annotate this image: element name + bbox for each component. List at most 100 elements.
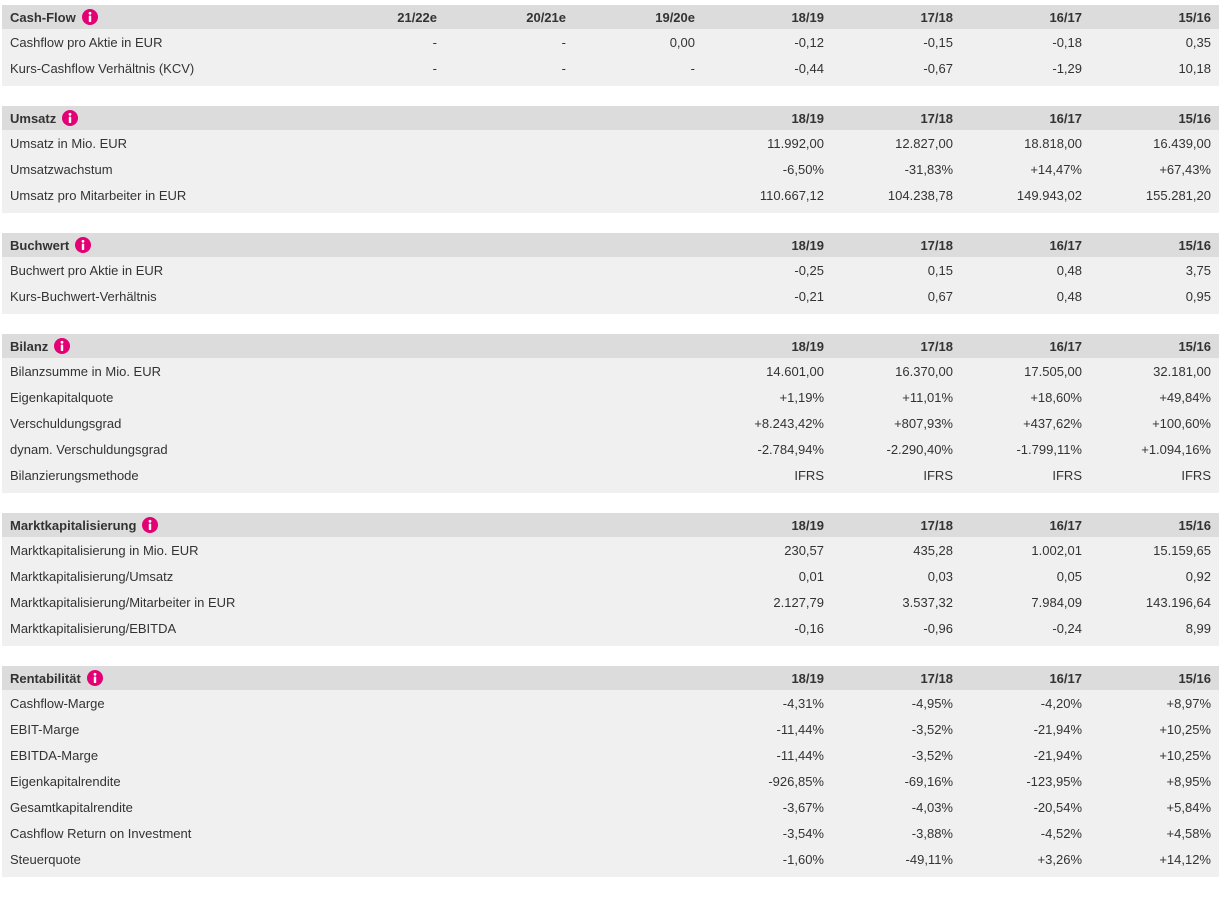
cell-value: 435,28 <box>913 542 953 558</box>
column-header: 16/17 <box>1049 517 1082 533</box>
cell-value: -123,95% <box>1026 773 1082 789</box>
section-title: Bilanz <box>10 338 49 354</box>
table-row: Eigenkapitalrendite -926,85% -69,16% -123,9… <box>2 768 1219 794</box>
cell-value: 104.238,78 <box>887 187 953 203</box>
cell-value: - <box>561 34 566 50</box>
column-header: 16/17 <box>1049 670 1082 686</box>
table-row: EBITDA-Marge -11,44% -3,52% -21,94% +10,25% <box>2 742 1219 768</box>
column-header: 18/19 <box>791 237 824 253</box>
table-row: EBIT-Marge -11,44% -3,52% -21,94% +10,25% <box>2 716 1219 742</box>
table-section: Bilanz 18/19 17/18 16/17 15/16 Bilanzsumme in… <box>2 334 1219 493</box>
column-header: 18/19 <box>791 517 824 533</box>
cell-value: +3,26% <box>1037 851 1082 867</box>
cell-value: 14.601,00 <box>766 363 824 379</box>
cell-value: 110.667,12 <box>759 187 824 203</box>
section-title: Marktkapitalisierung <box>10 517 137 533</box>
cell-value: 0,48 <box>1056 262 1082 278</box>
section-title-cell: Rentabilität <box>2 670 308 686</box>
table-row: Buchwert pro Aktie in EUR -0,25 0,15 0,48 3,… <box>2 257 1219 283</box>
cell-value: IFRS <box>1181 467 1211 483</box>
row-label: Umsatz in Mio. EUR <box>10 135 128 151</box>
table-row: Bilanzsumme in Mio. EUR 14.601,00 16.370,0… <box>2 358 1219 384</box>
table-row: Marktkapitalisierung/Mitarbeiter in EUR 2… <box>2 589 1219 615</box>
section-title: Umsatz <box>10 110 57 126</box>
column-header: 16/17 <box>1049 9 1082 25</box>
cell-value: 15.159,65 <box>1153 542 1211 558</box>
info-icon[interactable] <box>142 517 159 533</box>
column-header: 18/19 <box>791 9 824 25</box>
cell-value: -3,88% <box>911 825 953 841</box>
info-icon[interactable] <box>62 110 79 126</box>
cell-value: IFRS <box>794 467 824 483</box>
cell-value: -49,11% <box>905 851 953 867</box>
section-header: Bilanz 18/19 17/18 16/17 15/16 <box>2 334 1219 358</box>
cell-value: -4,52% <box>1040 825 1082 841</box>
row-label: Eigenkapitalrendite <box>10 773 121 789</box>
info-icon[interactable] <box>81 9 98 25</box>
cell-value: -0,24 <box>1052 620 1082 636</box>
section-title-cell: Umsatz <box>2 110 308 126</box>
cell-value: -69,16% <box>904 773 953 789</box>
cell-value: +11,01% <box>902 389 953 405</box>
column-header: 18/19 <box>791 338 824 354</box>
cell-value: 11.992,00 <box>767 135 824 151</box>
column-header: 16/17 <box>1049 237 1082 253</box>
cell-value: - <box>561 60 566 76</box>
cell-value: -3,52% <box>911 747 953 763</box>
cell-value: -0,44 <box>794 60 824 76</box>
cell-value: 0,35 <box>1185 34 1211 50</box>
cell-value: -3,54% <box>782 825 824 841</box>
row-label: Cashflow-Marge <box>10 695 105 711</box>
cell-value: IFRS <box>923 467 953 483</box>
row-label: Umsatzwachstum <box>10 161 113 177</box>
cell-value: 0,01 <box>798 568 824 584</box>
column-header: 18/19 <box>791 670 824 686</box>
table-section: Umsatz 18/19 17/18 16/17 15/16 Umsatz in Mio.… <box>2 106 1219 213</box>
cell-value: -4,95% <box>911 695 953 711</box>
column-header: 16/17 <box>1049 338 1082 354</box>
section-header: Umsatz 18/19 17/18 16/17 15/16 <box>2 106 1219 130</box>
cell-value: 0,00 <box>669 34 695 50</box>
cell-value: 12.827,00 <box>895 135 953 151</box>
cell-value: -0,15 <box>923 34 953 50</box>
cell-value: -4,20% <box>1040 695 1082 711</box>
info-icon[interactable] <box>86 670 103 686</box>
cell-value: 0,05 <box>1056 568 1082 584</box>
table-section: Marktkapitalisierung 18/19 17/18 16/17 15/16… <box>2 513 1219 646</box>
cell-value: -0,96 <box>923 620 953 636</box>
table-row: Umsatzwachstum -6,50% -31,83% +14,47% +67,43… <box>2 156 1219 182</box>
cell-value: -3,52% <box>911 721 953 737</box>
cell-value: -2.784,94% <box>757 441 825 457</box>
info-icon[interactable] <box>54 338 71 354</box>
row-label: EBITDA-Marge <box>10 747 99 763</box>
cell-value: - <box>690 60 695 76</box>
row-label: Gesamtkapitalrendite <box>10 799 133 815</box>
cell-value: +8,95% <box>1166 773 1211 789</box>
cell-value: +14,47% <box>1030 161 1082 177</box>
cell-value: -21,94% <box>1033 721 1082 737</box>
cell-value: 0,15 <box>927 262 953 278</box>
cell-value: +807,93% <box>894 415 953 431</box>
cell-value: 143.196,64 <box>1145 594 1211 610</box>
cell-value: 0,03 <box>927 568 953 584</box>
cell-value: -0,18 <box>1052 34 1082 50</box>
cell-value: +8.243,42% <box>754 415 824 431</box>
cell-value: -6,50% <box>782 161 824 177</box>
section-title-cell: Marktkapitalisierung <box>2 517 308 533</box>
cell-value: -0,67 <box>923 60 953 76</box>
cell-value: -926,85% <box>768 773 824 789</box>
cell-value: - <box>432 34 437 50</box>
row-label: Kurs-Cashflow Verhältnis (KCV) <box>10 60 195 76</box>
cell-value: 1.002,01 <box>1031 542 1082 558</box>
table-row: Marktkapitalisierung in Mio. EUR 230,57 43… <box>2 537 1219 563</box>
cell-value: -4,31% <box>782 695 824 711</box>
table-row: Marktkapitalisierung/EBITDA -0,16 -0,96 -0,… <box>2 615 1219 641</box>
cell-value: +1,19% <box>779 389 824 405</box>
info-icon[interactable] <box>75 237 92 253</box>
column-header: 15/16 <box>1178 110 1211 126</box>
table-section: Rentabilität 18/19 17/18 16/17 15/16 Cashflow… <box>2 666 1219 877</box>
row-label: Marktkapitalisierung/Mitarbeiter in EUR <box>10 594 236 610</box>
cell-value: 32.181,00 <box>1153 363 1211 379</box>
column-header: 17/18 <box>920 9 953 25</box>
cell-value: -1.799,11% <box>1016 441 1082 457</box>
